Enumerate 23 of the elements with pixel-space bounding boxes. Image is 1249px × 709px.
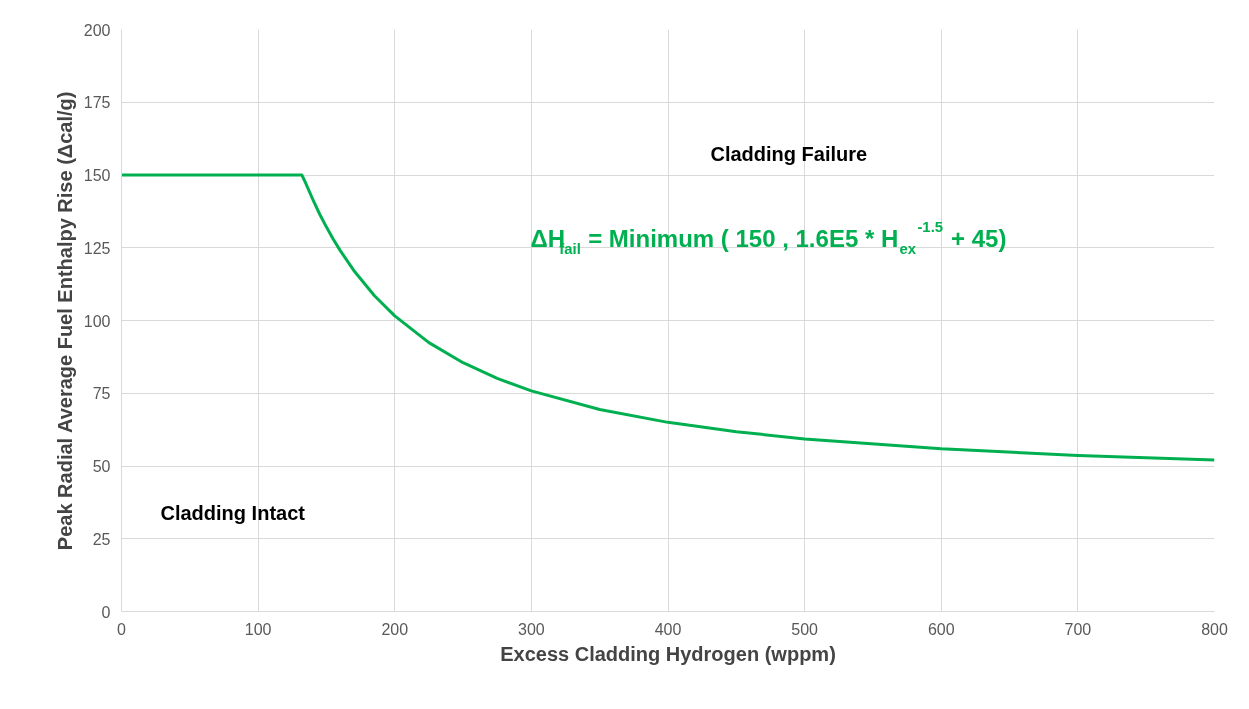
x-tick-label: 400 — [654, 620, 682, 638]
y-tick-label: 175 — [83, 94, 111, 112]
x-tick-label: 200 — [381, 620, 409, 638]
x-tick-label: 700 — [1064, 620, 1092, 638]
annotation: Cladding Intact — [160, 501, 306, 524]
y-tick-label: 50 — [92, 458, 111, 475]
x-tick-label: 0 — [117, 620, 127, 638]
annotation: Cladding Failure — [710, 142, 868, 165]
x-tick-label: 600 — [927, 620, 955, 638]
y-tick-label: 25 — [92, 530, 111, 548]
x-tick-label: 100 — [244, 620, 272, 638]
y-axis-title: Peak Radial Average Fuel Enthalpy Rise (Δcal/g) — [53, 91, 76, 551]
x-tick-label: 500 — [791, 620, 819, 638]
y-tick-label: 150 — [83, 167, 111, 184]
x-tick-label: 300 — [518, 620, 545, 638]
y-tick-label: 200 — [83, 21, 111, 39]
line-series — [121, 173, 1215, 462]
y-tick-label: 0 — [101, 603, 111, 621]
x-axis-title: Excess Cladding Hydrogen (wppm) — [500, 642, 836, 665]
y-tick-label: 75 — [92, 385, 111, 403]
x-tick-label: 800 — [1201, 620, 1228, 638]
y-tick-label: 100 — [83, 312, 111, 330]
y-tick-label: 125 — [83, 239, 111, 257]
